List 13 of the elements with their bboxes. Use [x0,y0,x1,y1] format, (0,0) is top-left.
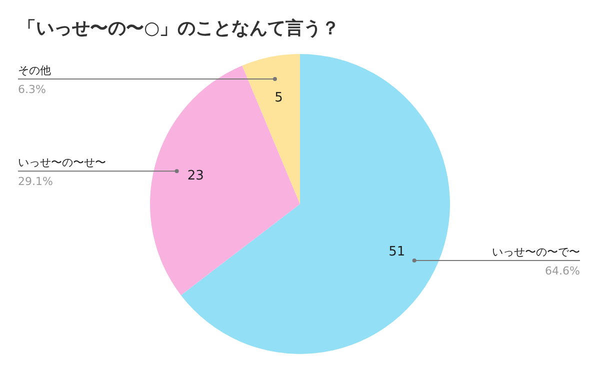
pie-slice [180,54,450,354]
data-label: 29.1% [18,175,53,188]
data-label: 64.6% [545,264,580,278]
text: 5 [274,90,283,106]
pie-slice [150,66,300,296]
pie-slice [242,54,300,204]
slice-label: その他 [18,64,51,77]
chart-title: 「いっせ〜の〜○」のことなんて言う？ [18,18,340,39]
text: 51 [388,244,406,260]
slice-label: いっせ〜の〜で〜 [492,245,580,258]
slice-label: いっせ〜の〜せ〜 [18,156,106,170]
text: 23 [187,168,204,184]
data-label: 6.3% [18,82,46,96]
